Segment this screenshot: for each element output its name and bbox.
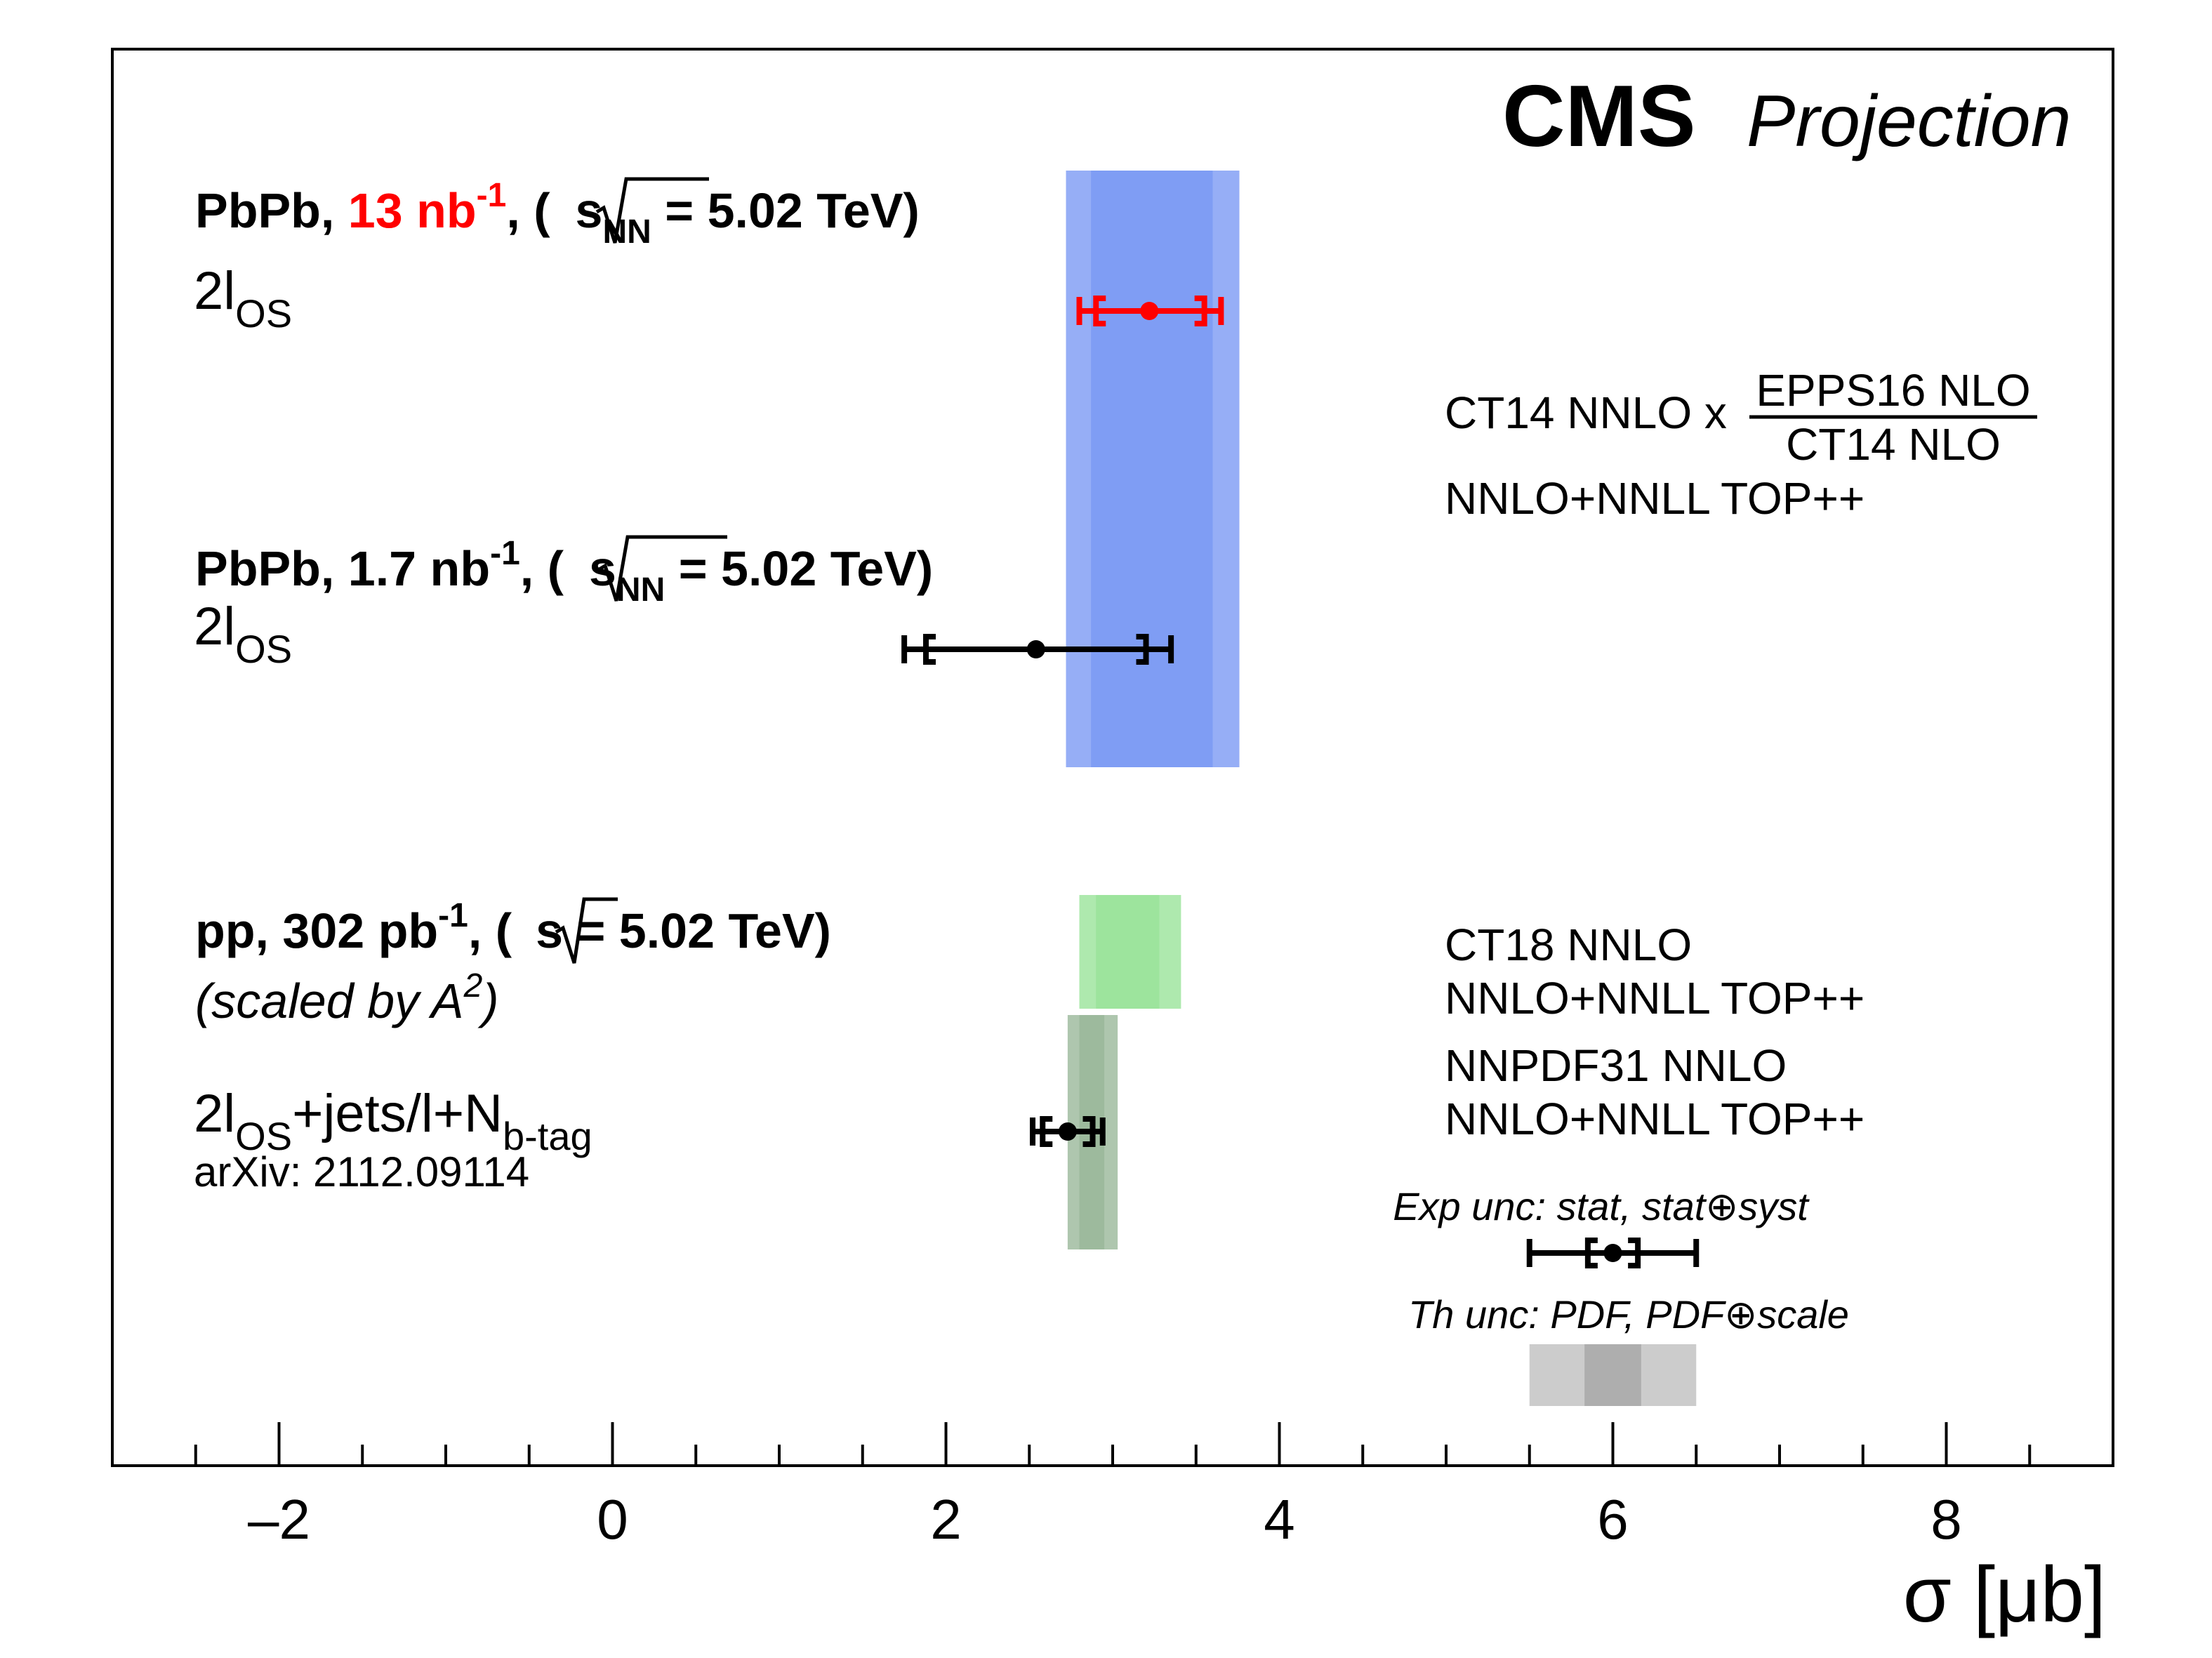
projection-label: Projection [1747, 81, 2071, 162]
legend-exp-stat-bracket-high [1628, 1238, 1641, 1268]
sqrt-sign-3 [555, 897, 618, 964]
theory-bands [1066, 171, 1240, 1249]
cms-label: CMS [1502, 68, 1696, 165]
theory-3-label: NNPDF31 NNLO [1445, 1040, 1787, 1091]
measurement-3-note: (scaled by A2) [195, 967, 499, 1028]
measurement-1-channel: 2lOS [194, 261, 292, 336]
measurement-2-channel: 2lOS [194, 597, 292, 671]
sqrt-sign-1 [595, 177, 709, 244]
measurement-2-stat-bracket-low [923, 634, 936, 665]
sqrt-sign-2 [597, 535, 727, 602]
x-tick-label: –2 [248, 1488, 310, 1551]
x-tick-label: 2 [930, 1488, 962, 1551]
legend [1526, 1238, 1700, 1406]
measurement-3-label: pp, 302 pb-1, (s = 5.02 TeV) [195, 897, 831, 958]
x-tick-label: 4 [1264, 1488, 1295, 1551]
measurement-3-stat-bracket-high [1082, 1116, 1096, 1147]
theory-1-label-line2: NNLO+NNLL TOP++ [1445, 473, 1865, 524]
measurement-3-channel: 2lOS+jets/l+Nb-tag [194, 1084, 592, 1158]
measurement-1-central-point [1140, 302, 1159, 320]
theory-band-2-pdf [1096, 895, 1160, 1009]
measurement-2-central-point [1026, 640, 1045, 658]
legend-exp-stat-bracket-low [1584, 1238, 1598, 1268]
theory-2-label: CT18 NNLO [1445, 920, 1692, 970]
x-tick-label: 0 [597, 1488, 628, 1551]
theory-2-label-line2: NNLO+NNLL TOP++ [1445, 973, 1865, 1023]
theory-3-label-line2: NNLO+NNLL TOP++ [1445, 1094, 1865, 1144]
x-axis-title: σ [μb] [1903, 1551, 2106, 1638]
measurement-1-label: PbPb, 13 nb-1, (sNN = 5.02 TeV) [195, 177, 920, 251]
x-tick-label: 8 [1930, 1488, 1962, 1551]
legend-exp-label: Exp unc: stat, stat⊕syst [1393, 1184, 1810, 1228]
theory-1-denominator: CT14 NLO [1786, 419, 2001, 470]
theory-1-label: CT14 NNLO x [1445, 387, 1727, 438]
measurement-3-central-point [1058, 1122, 1077, 1141]
measurements [901, 296, 1224, 1147]
legend-th-label: Th unc: PDF, PDF⊕scale [1408, 1292, 1849, 1337]
measurement-1-stat-bracket-low [1093, 296, 1106, 326]
theory-band-1-pdf [1091, 171, 1213, 767]
legend-th-pdf [1584, 1344, 1641, 1406]
measurement-3-reference: arXiv: 2112.09114 [194, 1148, 529, 1195]
measurement-2-stat-bracket-high [1136, 634, 1149, 665]
legend-exp-central-point [1603, 1244, 1622, 1262]
measurement-1-stat-bracket-high [1194, 296, 1207, 326]
measurement-3-stat-bracket-low [1040, 1116, 1053, 1147]
x-tick-label: 6 [1597, 1488, 1629, 1551]
x-axis: –2 0 2 4 6 8 [194, 1422, 2032, 1551]
theory-1-numerator: EPPS16 NLO [1756, 365, 2030, 416]
measurement-2-label: PbPb, 1.7 nb-1, (sNN = 5.02 TeV) [195, 535, 933, 609]
